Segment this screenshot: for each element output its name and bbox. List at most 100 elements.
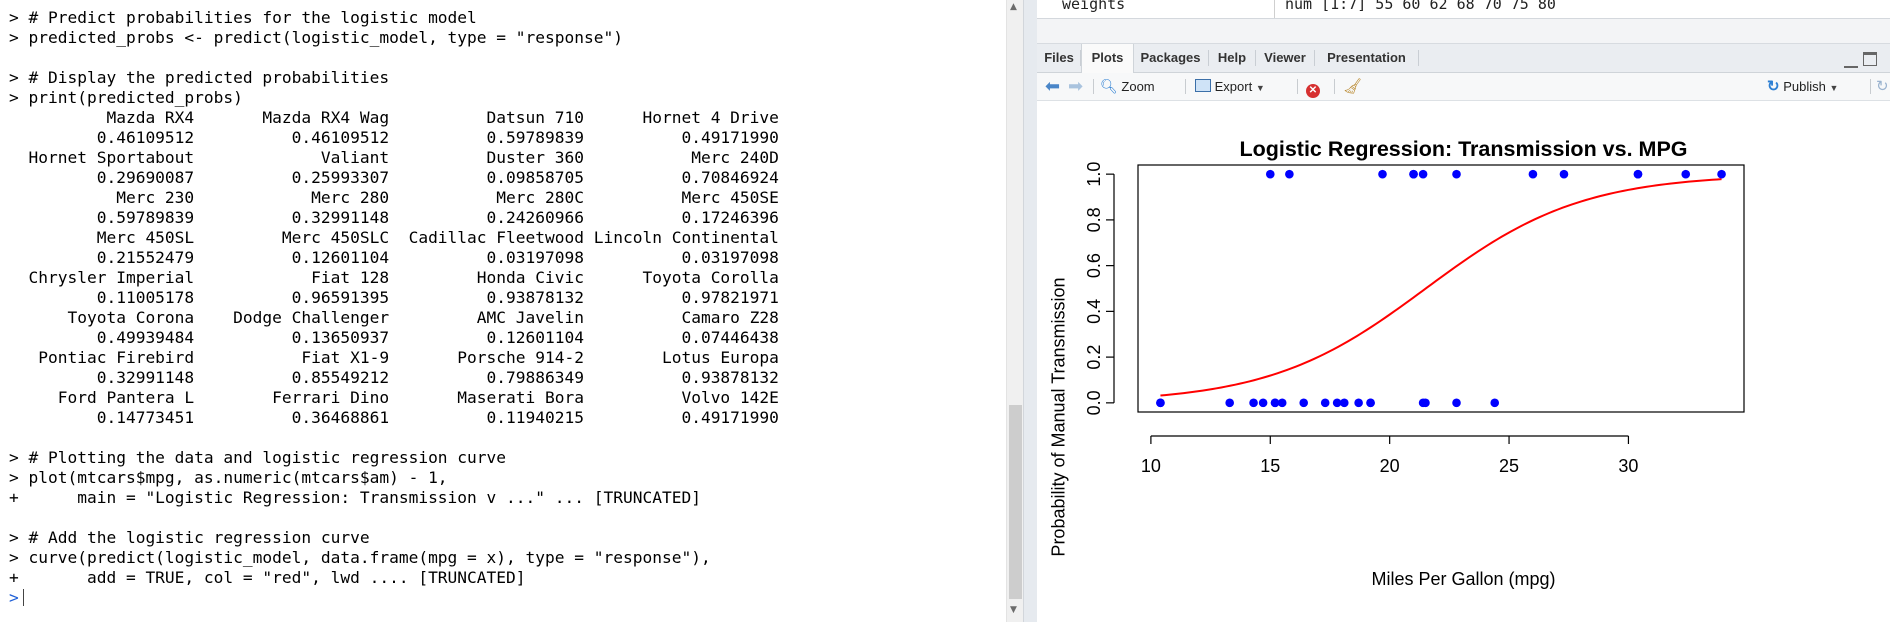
console-line: 0.11005178 0.96591395 0.93878132 0.97821… bbox=[9, 288, 779, 307]
console-line: > # Predict probabilities for the logist… bbox=[9, 8, 477, 27]
toolbar-separator bbox=[1185, 79, 1186, 94]
back-arrow-icon[interactable]: ⬅ bbox=[1045, 76, 1061, 96]
data-point bbox=[1681, 169, 1691, 179]
data-point bbox=[1528, 169, 1538, 179]
toolbar-separator bbox=[1093, 79, 1094, 94]
logistic-regression-plot: 10 15 20 25 30 0.0 0.2 0.4 0.6 0.8 1.0 bbox=[1084, 162, 1745, 476]
data-point bbox=[1285, 169, 1294, 179]
text-caret bbox=[22, 589, 24, 606]
refresh-icon[interactable]: ↻ bbox=[1876, 78, 1889, 95]
environment-column-divider bbox=[1274, 0, 1275, 18]
console-line: Merc 450SL Merc 450SLC Cadillac Fleetwoo… bbox=[9, 228, 779, 247]
data-point bbox=[1299, 398, 1309, 408]
console-line: > plot(mtcars$mpg, as.numeric(mtcars$am)… bbox=[9, 468, 448, 487]
console-line bbox=[9, 428, 779, 448]
console-line: Merc 230 Merc 280 Merc 280C Merc 450SE bbox=[9, 188, 779, 207]
logistic-curve bbox=[1160, 178, 1722, 397]
console-line bbox=[9, 48, 779, 68]
scroll-down-arrow-icon[interactable]: ▼ bbox=[1010, 605, 1017, 615]
data-point bbox=[1490, 398, 1500, 408]
console-line: Mazda RX4 Mazda RX4 Wag Datsun 710 Horne… bbox=[9, 108, 779, 127]
data-point bbox=[1378, 169, 1387, 179]
tab-presentation[interactable]: Presentation bbox=[1327, 50, 1406, 65]
tab-separator bbox=[1080, 50, 1081, 66]
tab-files[interactable]: Files bbox=[1044, 50, 1074, 65]
console-scrollbar-thumb[interactable] bbox=[1009, 405, 1022, 599]
toolbar-separator bbox=[1870, 79, 1871, 94]
publish-button[interactable]: ↻ Publish ▼ bbox=[1767, 73, 1838, 100]
tab-separator bbox=[1255, 50, 1256, 66]
export-image-icon bbox=[1195, 79, 1211, 92]
console-line: Toyota Corona Dodge Challenger AMC Javel… bbox=[9, 308, 779, 327]
remove-plot-icon[interactable]: ✕ bbox=[1306, 73, 1320, 100]
console-input-line[interactable]: > bbox=[9, 588, 24, 607]
x-tick-label: 15 bbox=[1260, 456, 1280, 476]
scroll-up-arrow-icon[interactable]: ▲ bbox=[1010, 2, 1017, 12]
data-point bbox=[1452, 398, 1461, 408]
data-point bbox=[1249, 398, 1258, 408]
plots-pane-tabbar: Files Plots Packages Help Viewer Present… bbox=[1037, 44, 1890, 73]
data-point bbox=[1418, 169, 1428, 179]
clear-all-broom-icon[interactable]: 🧹︎ bbox=[1343, 78, 1363, 95]
tab-separator bbox=[1208, 50, 1209, 66]
environment-row[interactable]: weights num [1:7] 55 60 62 68 70 75 80 bbox=[1037, 0, 1890, 19]
x-axis-label: Miles Per Gallon (mpg) bbox=[1371, 569, 1556, 589]
tab-help[interactable]: Help bbox=[1217, 50, 1247, 65]
tab-viewer[interactable]: Viewer bbox=[1264, 50, 1306, 65]
console-line: > print(predicted_probs) bbox=[9, 88, 243, 107]
console-line: > curve(predict(logistic_model, data.fra… bbox=[9, 548, 711, 567]
console-scrollbar[interactable]: ▲ ▼ bbox=[1006, 0, 1024, 622]
data-point bbox=[1421, 398, 1430, 408]
console-line: > # Add the logistic regression curve bbox=[9, 528, 370, 547]
console-line: + add = TRUE, col = "red", lwd .... [TRU… bbox=[9, 568, 526, 587]
data-point bbox=[1265, 169, 1275, 179]
data-point bbox=[1354, 398, 1363, 408]
console-line: 0.46109512 0.46109512 0.59789839 0.49171… bbox=[9, 128, 779, 147]
environment-variable-value: num [1:7] 55 60 62 68 70 75 80 bbox=[1285, 0, 1556, 13]
y-axis-label: Probability of Manual Transmission bbox=[1048, 277, 1069, 557]
console-line: 0.21552479 0.12601104 0.03197098 0.03197… bbox=[9, 248, 779, 267]
toolbar-separator bbox=[1297, 79, 1298, 94]
console-line bbox=[9, 508, 779, 528]
console-prompt: > bbox=[9, 588, 19, 607]
data-point bbox=[1225, 398, 1234, 408]
console-line: 0.14773451 0.36468861 0.11940215 0.49171… bbox=[9, 408, 779, 427]
tab-packages[interactable]: Packages bbox=[1140, 50, 1201, 65]
forward-arrow-icon[interactable]: ➡ bbox=[1068, 76, 1084, 96]
publish-label: Publish bbox=[1783, 79, 1826, 94]
publish-dropdown-caret-icon: ▼ bbox=[1829, 83, 1839, 93]
console-pane[interactable]: > # Predict probabilities for the logist… bbox=[0, 0, 1006, 622]
plot-frame bbox=[1137, 164, 1745, 413]
pane-splitter[interactable] bbox=[1023, 0, 1038, 622]
minimize-pane-icon[interactable] bbox=[1844, 56, 1858, 68]
console-line: > predicted_probs <- predict(logistic_mo… bbox=[9, 28, 623, 47]
console-line: 0.49939484 0.13650937 0.12601104 0.07446… bbox=[9, 328, 779, 347]
tab-plots[interactable]: Plots bbox=[1081, 44, 1134, 73]
x-tick-label: 10 bbox=[1141, 456, 1161, 476]
tab-separator bbox=[1418, 50, 1419, 66]
y-tick-label: 0.0 bbox=[1084, 390, 1104, 415]
zoom-label: Zoom bbox=[1121, 79, 1155, 94]
x-tick-label: 20 bbox=[1380, 456, 1400, 476]
environment-variable-name: weights bbox=[1062, 0, 1126, 13]
zoom-magnifier-icon: 🔍︎ bbox=[1100, 78, 1118, 94]
y-tick-label: 0.2 bbox=[1084, 345, 1104, 370]
x-tick-label: 25 bbox=[1499, 456, 1519, 476]
console-output: > # Predict probabilities for the logist… bbox=[9, 8, 779, 588]
y-tick-label: 0.8 bbox=[1084, 207, 1104, 232]
export-label: Export bbox=[1214, 79, 1253, 94]
data-point bbox=[1320, 398, 1330, 408]
data-point bbox=[1409, 169, 1418, 179]
export-button[interactable]: Export ▼ bbox=[1195, 73, 1265, 100]
data-point bbox=[1366, 398, 1375, 408]
data-point bbox=[1277, 398, 1287, 408]
console-line: > # Plotting the data and logistic regre… bbox=[9, 448, 507, 467]
zoom-button[interactable]: 🔍︎ Zoom bbox=[1100, 73, 1155, 100]
console-line: Chrysler Imperial Fiat 128 Honda Civic T… bbox=[9, 268, 779, 287]
export-dropdown-caret-icon: ▼ bbox=[1255, 83, 1265, 93]
console-line: 0.29690087 0.25993307 0.09858705 0.70846… bbox=[9, 168, 779, 187]
console-line: 0.59789839 0.32991148 0.24260966 0.17246… bbox=[9, 208, 779, 227]
data-point bbox=[1559, 169, 1569, 179]
console-line: Pontiac Firebird Fiat X1-9 Porsche 914-2… bbox=[9, 348, 779, 367]
maximize-pane-icon[interactable] bbox=[1863, 52, 1877, 66]
